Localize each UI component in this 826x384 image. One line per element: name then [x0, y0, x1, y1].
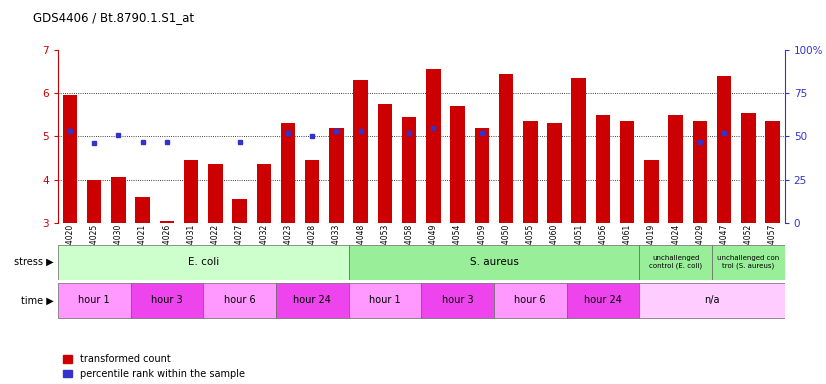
- Text: unchallenged
control (E. coli): unchallenged control (E. coli): [649, 255, 702, 269]
- Text: hour 24: hour 24: [293, 295, 331, 306]
- Bar: [257, 164, 271, 223]
- Bar: [712, 245, 785, 280]
- Bar: [620, 121, 634, 223]
- Bar: [330, 128, 344, 223]
- Bar: [639, 245, 712, 280]
- Bar: [276, 283, 349, 318]
- Text: hour 6: hour 6: [224, 295, 255, 306]
- Text: hour 1: hour 1: [369, 295, 401, 306]
- Bar: [377, 104, 392, 223]
- Bar: [494, 283, 567, 318]
- Text: n/a: n/a: [705, 295, 719, 306]
- Bar: [208, 164, 222, 223]
- Bar: [184, 160, 198, 223]
- Text: hour 24: hour 24: [584, 295, 622, 306]
- Bar: [421, 283, 494, 318]
- Bar: [572, 78, 586, 223]
- Bar: [112, 177, 126, 223]
- Bar: [741, 113, 756, 223]
- Bar: [596, 115, 610, 223]
- Bar: [567, 283, 639, 318]
- Bar: [349, 245, 639, 280]
- Text: time ▶: time ▶: [21, 295, 54, 306]
- Text: GDS4406 / Bt.8790.1.S1_at: GDS4406 / Bt.8790.1.S1_at: [33, 12, 194, 25]
- Text: hour 3: hour 3: [442, 295, 473, 306]
- Bar: [159, 220, 174, 223]
- Bar: [523, 121, 538, 223]
- Bar: [58, 245, 349, 280]
- Bar: [305, 160, 320, 223]
- Bar: [499, 74, 513, 223]
- Bar: [281, 123, 295, 223]
- Bar: [639, 283, 785, 318]
- Bar: [450, 106, 465, 223]
- Text: hour 6: hour 6: [515, 295, 546, 306]
- Bar: [693, 121, 707, 223]
- Bar: [232, 199, 247, 223]
- Bar: [63, 95, 77, 223]
- Bar: [203, 283, 276, 318]
- Text: hour 3: hour 3: [151, 295, 183, 306]
- Bar: [354, 80, 368, 223]
- Bar: [766, 121, 780, 223]
- Bar: [349, 283, 421, 318]
- Bar: [426, 70, 440, 223]
- Bar: [644, 160, 658, 223]
- Bar: [475, 128, 489, 223]
- Text: E. coli: E. coli: [188, 257, 219, 267]
- Bar: [58, 283, 131, 318]
- Bar: [717, 76, 731, 223]
- Bar: [548, 123, 562, 223]
- Bar: [131, 283, 203, 318]
- Text: unchallenged con
trol (S. aureus): unchallenged con trol (S. aureus): [717, 255, 780, 269]
- Bar: [135, 197, 150, 223]
- Text: hour 1: hour 1: [78, 295, 110, 306]
- Bar: [668, 115, 683, 223]
- Legend: transformed count, percentile rank within the sample: transformed count, percentile rank withi…: [63, 354, 245, 379]
- Bar: [402, 117, 416, 223]
- Text: stress ▶: stress ▶: [14, 257, 54, 267]
- Bar: [87, 180, 102, 223]
- Text: S. aureus: S. aureus: [469, 257, 519, 267]
